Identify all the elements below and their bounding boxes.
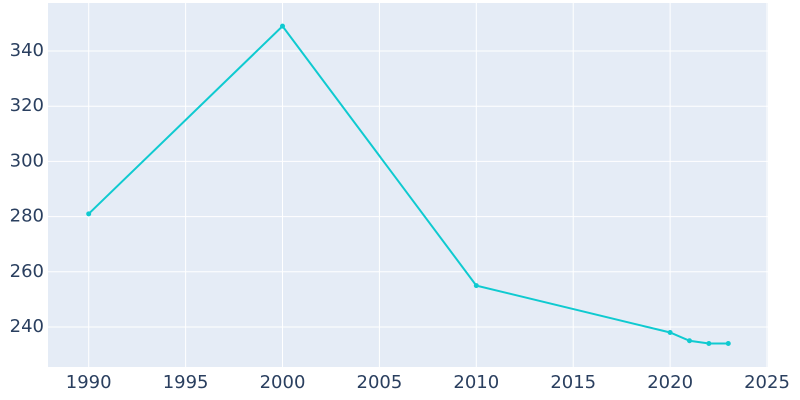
point xyxy=(86,211,92,217)
x-tick-label: 2020 xyxy=(647,372,693,393)
x-tick-label: 1995 xyxy=(163,372,209,393)
y-tick-label: 300 xyxy=(10,150,44,171)
point xyxy=(667,330,673,336)
x-tick-label: 1990 xyxy=(66,372,112,393)
x-tick-label: 2015 xyxy=(550,372,596,393)
point xyxy=(473,283,479,289)
y-tick-label: 320 xyxy=(10,95,44,116)
point xyxy=(280,23,286,29)
x-tick-label: 2025 xyxy=(744,372,790,393)
x-tick-label: 2010 xyxy=(453,372,499,393)
point xyxy=(706,341,712,347)
point xyxy=(725,341,731,347)
y-tick-label: 340 xyxy=(10,40,44,61)
y-tick-label: 280 xyxy=(10,206,44,227)
plot-area xyxy=(48,3,768,367)
y-tick-label: 240 xyxy=(10,316,44,337)
x-tick-label: 2000 xyxy=(260,372,306,393)
x-tick-label: 2005 xyxy=(357,372,403,393)
point xyxy=(687,338,693,344)
y-tick-label: 260 xyxy=(10,261,44,282)
